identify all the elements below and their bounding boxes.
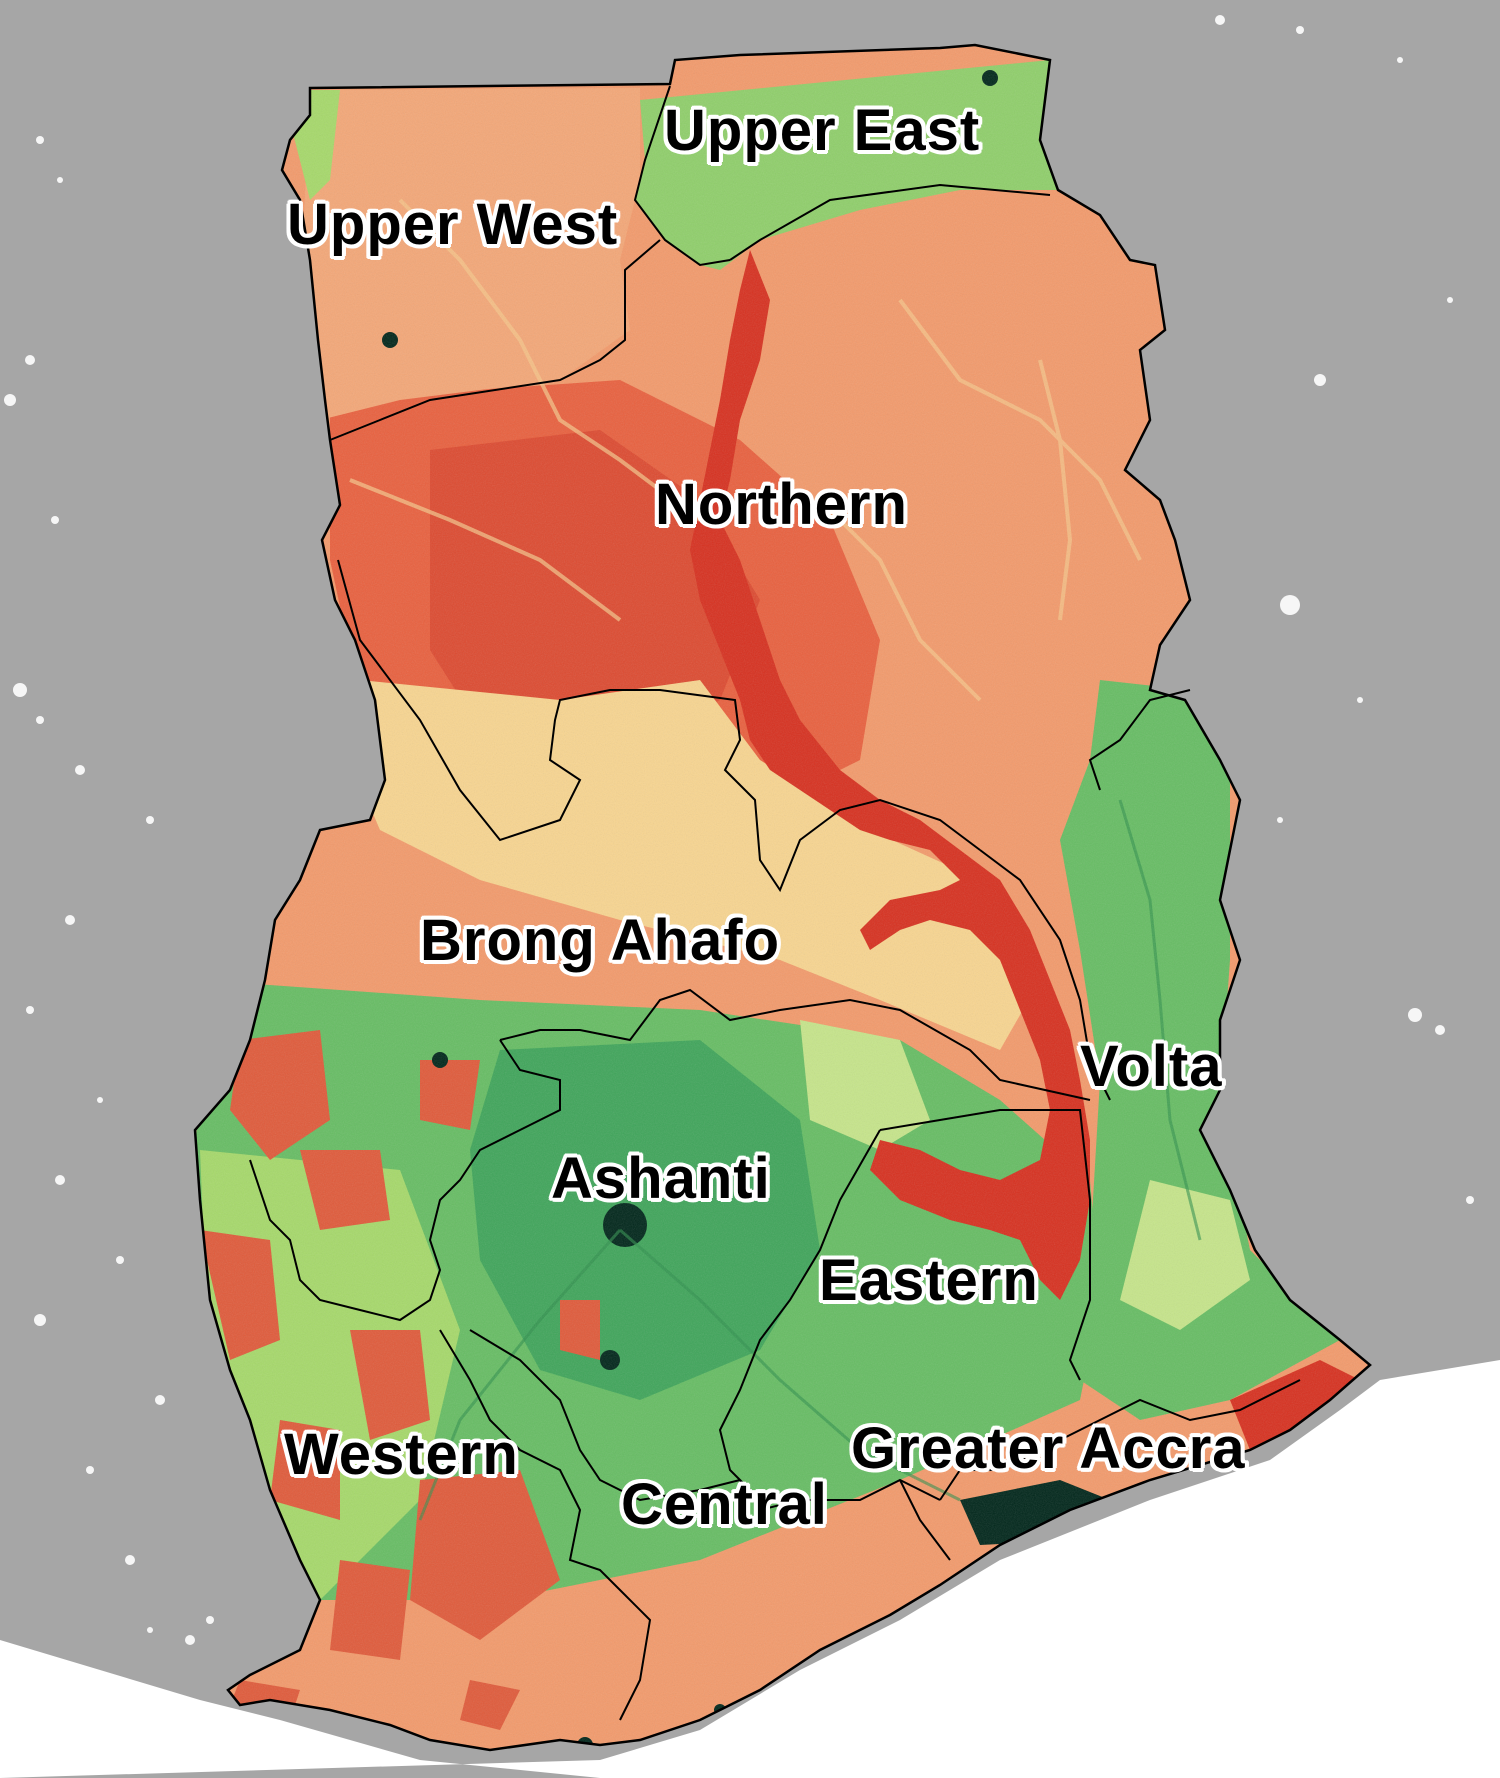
- label-upper-west: Upper West: [287, 192, 619, 257]
- label-greater-accra: Greater Accra: [851, 1416, 1246, 1481]
- border-northern-volta: [979, 849, 1111, 1101]
- border-uppereast-northern: [729, 183, 1051, 261]
- border-upperwest-uppereast: [633, 85, 731, 267]
- border-eastern-accra: [939, 1379, 1301, 1501]
- label-northern: Northern: [655, 472, 908, 537]
- border-brongahafo-ashanti: [499, 988, 1091, 1101]
- border-upperwest-northern: [329, 239, 661, 441]
- border-central-accra: [899, 1479, 951, 1561]
- border-ashanti-central: [469, 1329, 741, 1502]
- label-ashanti: Ashanti: [551, 1146, 771, 1211]
- border-central-eastern: [739, 1478, 941, 1512]
- label-eastern: Eastern: [819, 1248, 1039, 1313]
- border-northern-brongahafo: [337, 559, 981, 893]
- border-eastern-volta: [879, 1109, 1091, 1381]
- background-specks: [4, 15, 1474, 1645]
- region-borders: [249, 85, 1301, 1721]
- label-upper-east: Upper East: [664, 98, 981, 163]
- ocean: [0, 1360, 1500, 1778]
- border-volta-upper: [1088, 689, 1191, 791]
- label-central: Central: [621, 1472, 828, 1537]
- border-ashanti-western: [249, 1039, 561, 1322]
- border-western-central: [439, 1329, 652, 1721]
- border-ashanti-eastern: [718, 1129, 881, 1501]
- label-volta: Volta: [1080, 1034, 1223, 1099]
- label-western: Western: [284, 1422, 519, 1487]
- label-brong-ahafo: Brong Ahafo: [420, 908, 781, 973]
